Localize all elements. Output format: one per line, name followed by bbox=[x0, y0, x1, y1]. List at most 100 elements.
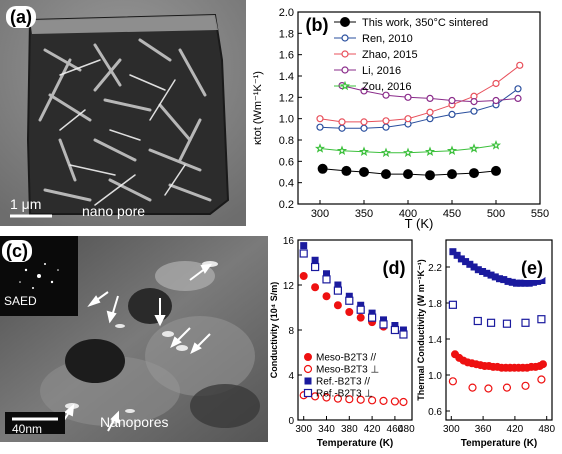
x-tick-label-b: 550 bbox=[531, 208, 549, 220]
panel-label-e: (e) bbox=[521, 258, 543, 278]
data-point-e-0 bbox=[538, 277, 546, 284]
data-point-b-0 bbox=[491, 165, 501, 176]
data-point-b-3 bbox=[448, 96, 456, 105]
data-point-e-0 bbox=[466, 260, 474, 268]
data-point-b-4 bbox=[380, 147, 392, 158]
y-tick-label-d: 12 bbox=[283, 281, 295, 292]
panel-c-caption: Nanopores bbox=[100, 414, 169, 430]
data-point-d-1 bbox=[356, 395, 365, 404]
data-point-e-0 bbox=[483, 269, 491, 277]
y-tick-label-b: 1.6 bbox=[279, 50, 294, 62]
x-tick-label-e: 360 bbox=[475, 424, 492, 435]
data-point-d-3 bbox=[322, 275, 331, 284]
y-tick-label-d: 0 bbox=[288, 416, 294, 427]
x-tick-label-b: 350 bbox=[355, 208, 373, 220]
data-point-d-0 bbox=[299, 272, 308, 280]
plot-frame-b bbox=[297, 11, 541, 205]
data-point-e-3 bbox=[502, 383, 512, 392]
data-point-d-3 bbox=[379, 320, 388, 329]
y-tick-label-d: 4 bbox=[288, 371, 294, 382]
data-point-b-0 bbox=[317, 163, 328, 174]
y-tick-label-b: 0.4 bbox=[279, 178, 294, 190]
panel-c-tem-image: (c) SAED 40nm Nanopores bbox=[0, 236, 268, 442]
x-tick-label-d: 340 bbox=[318, 424, 335, 435]
data-point-b-2 bbox=[492, 79, 500, 88]
x-tick-label-b: 500 bbox=[487, 208, 505, 220]
data-point-d-1 bbox=[333, 394, 343, 403]
data-point-b-3 bbox=[492, 96, 500, 105]
data-point-b-3 bbox=[514, 94, 522, 103]
data-point-d-2 bbox=[391, 322, 399, 329]
data-point-b-0 bbox=[403, 169, 413, 180]
data-point-e-0 bbox=[479, 268, 487, 275]
data-point-b-1 bbox=[316, 123, 324, 131]
y-tick-label-b: 2.0 bbox=[279, 7, 294, 19]
data-point-b-3 bbox=[382, 91, 390, 99]
x-tick-label-e: 300 bbox=[443, 424, 460, 435]
panel-label-bg-b bbox=[302, 14, 332, 36]
panel-a-caption: nano pore bbox=[82, 203, 146, 219]
data-point-e-1 bbox=[502, 319, 512, 328]
data-point-e-1 bbox=[521, 318, 530, 327]
data-point-b-4 bbox=[424, 146, 436, 157]
data-point-e-1 bbox=[448, 300, 457, 309]
data-point-e-1 bbox=[473, 316, 482, 326]
data-point-d-0 bbox=[345, 308, 354, 316]
data-point-b-4 bbox=[358, 146, 370, 157]
y-axis-label-e: Thermal Conductivity (W m⁻¹K⁻¹) bbox=[416, 259, 426, 401]
data-point-e-0 bbox=[504, 277, 512, 285]
y-tick-label-e: 1.4 bbox=[428, 335, 442, 346]
y-tick-label-b: 1.0 bbox=[279, 114, 294, 126]
data-point-d-1 bbox=[322, 393, 331, 402]
data-point-b-4 bbox=[490, 139, 502, 150]
legend-marker-b bbox=[340, 17, 350, 27]
data-point-e-0 bbox=[449, 248, 457, 256]
data-point-d-2 bbox=[345, 292, 353, 300]
data-point-d-3 bbox=[299, 249, 308, 258]
data-point-d-3 bbox=[399, 330, 408, 339]
data-point-d-3 bbox=[390, 325, 400, 335]
x-tick-label-d: 420 bbox=[364, 424, 381, 435]
legend-marker-d bbox=[304, 353, 312, 361]
data-point-b-2 bbox=[404, 115, 412, 123]
data-point-b-1 bbox=[338, 124, 346, 132]
data-point-b-0 bbox=[381, 169, 391, 180]
data-point-d-3 bbox=[367, 313, 377, 322]
data-point-e-0 bbox=[457, 255, 465, 263]
data-point-e-0 bbox=[453, 251, 461, 259]
panel-label-bg-e bbox=[516, 256, 548, 280]
data-point-b-2 bbox=[516, 61, 524, 69]
panel-label-d: (d) bbox=[383, 258, 406, 278]
data-point-b-4 bbox=[468, 143, 480, 153]
panel-b-chart: 300 350 400 450 500 550 0.2 0.4 0.6 0.8 1.0 1.2 1.4 1… bbox=[248, 0, 562, 232]
data-point-d-0 bbox=[356, 313, 365, 322]
y-tick-label-b: 0.2 bbox=[279, 199, 294, 211]
data-point-b-0 bbox=[469, 168, 479, 179]
scale-bar-label: 1 μm bbox=[10, 196, 42, 212]
data-point-e-0 bbox=[470, 263, 478, 271]
data-point-d-2 bbox=[300, 242, 308, 250]
x-tick-label-b: 450 bbox=[443, 208, 461, 220]
plot-frame-e bbox=[445, 239, 553, 421]
data-point-b-0 bbox=[341, 165, 352, 176]
y-tick-label-d: 16 bbox=[283, 236, 295, 247]
data-point-e-0 bbox=[500, 276, 508, 284]
data-point-d-3 bbox=[356, 305, 365, 314]
data-point-b-4 bbox=[336, 145, 348, 155]
data-point-b-2 bbox=[360, 118, 368, 126]
data-point-b-1 bbox=[426, 115, 434, 123]
data-point-b-1 bbox=[470, 107, 478, 115]
data-point-d-2 bbox=[368, 309, 376, 317]
x-tick-label-e: 420 bbox=[507, 424, 524, 435]
data-point-d-2 bbox=[380, 316, 387, 324]
data-point-d-3 bbox=[310, 262, 320, 272]
y-tick-label-e: 1.8 bbox=[428, 299, 442, 310]
y-tick-label-b: 0.6 bbox=[279, 156, 294, 168]
y-axis-label-b: κtot (Wm⁻¹K⁻¹) bbox=[252, 71, 264, 145]
data-point-e-3 bbox=[521, 381, 530, 390]
data-point-d-2 bbox=[357, 301, 365, 309]
data-point-e-0 bbox=[529, 278, 537, 286]
data-point-e-0 bbox=[525, 279, 533, 287]
data-point-b-2 bbox=[382, 117, 390, 125]
x-tick-label-d: 380 bbox=[341, 424, 358, 435]
